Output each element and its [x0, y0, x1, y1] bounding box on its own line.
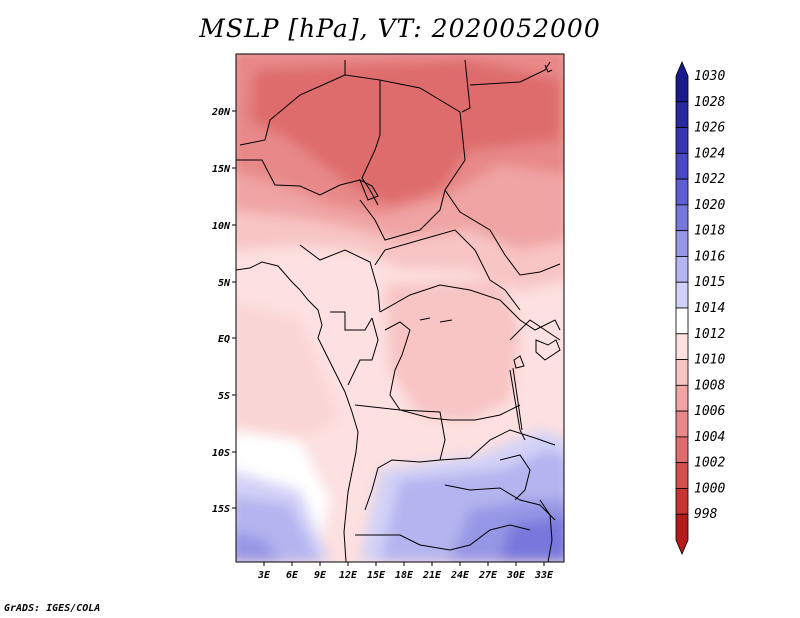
colorbar-swatch: [675, 333, 689, 360]
lat-label: 5N: [218, 278, 231, 289]
lon-label: 21E: [422, 570, 442, 581]
lat-label: 15N: [212, 164, 231, 175]
credit-label: GrADS: IGES/COLA: [4, 603, 101, 614]
lon-label: 3E: [257, 570, 271, 581]
lat-label: 10N: [212, 221, 231, 232]
lon-label: 24E: [450, 570, 470, 581]
colorbar-swatch: [675, 281, 689, 309]
colorbar-swatch: [675, 60, 689, 103]
colorbar-swatch: [675, 384, 689, 412]
colorbar: 1030 1028 1026 1024 1022 1020 1018 1016 1015 1014…: [675, 60, 725, 556]
lat-label: 15S: [212, 504, 230, 515]
colorbar-swatch: [675, 410, 689, 438]
colorbar-swatch: [675, 178, 689, 206]
lon-label: 33E: [534, 570, 554, 581]
lat-label: EQ: [218, 334, 230, 345]
lon-label: 9E: [314, 570, 327, 581]
colorbar-swatch: [675, 204, 689, 232]
colorbar-swatch: [675, 513, 689, 556]
colorbar-swatch: [675, 307, 689, 335]
lon-label: 6E: [286, 570, 299, 581]
colorbar-label: 1012: [694, 327, 725, 342]
colorbar-label: 1018: [694, 224, 725, 239]
map-title: MSLP [hPa], VT: 2020052000: [199, 14, 601, 43]
colorbar-label: 1028: [694, 95, 725, 110]
colorbar-label: 1026: [694, 121, 725, 136]
colorbar-swatch: [675, 256, 689, 283]
colorbar-label: 1000: [694, 481, 725, 496]
colorbar-label: 998: [694, 507, 718, 522]
lon-labels: 3E 6E 9E 12E 15E 18E 21E 24E 27E 30E 33E: [257, 570, 554, 581]
map-frame: [235, 53, 565, 563]
lon-label: 18E: [395, 570, 414, 581]
lat-labels: 20N 15N 10N 5N EQ 5S 10S 15S: [211, 107, 231, 515]
lon-label: 15E: [367, 570, 386, 581]
colorbar-label: 1008: [694, 378, 725, 393]
colorbar-label: 1024: [694, 146, 725, 161]
colorbar-swatch: [675, 436, 689, 464]
colorbar-label: 1006: [694, 404, 725, 419]
colorbar-swatch: [675, 101, 689, 128]
colorbar-swatch: [675, 359, 689, 386]
colorbar-label: 1002: [694, 456, 725, 471]
colorbar-label: 1004: [694, 430, 725, 445]
colorbar-label: 1016: [694, 249, 725, 264]
pressure-field: [236, 54, 564, 562]
colorbar-swatch: [675, 127, 689, 154]
lon-label: 30E: [506, 570, 526, 581]
colorbar-label: 1014: [694, 301, 725, 316]
colorbar-swatch: [675, 488, 689, 515]
colorbar-label: 1015: [694, 275, 725, 290]
colorbar-swatch: [675, 152, 689, 180]
colorbar-swatch: [675, 230, 689, 257]
lat-label: 5S: [218, 391, 230, 402]
lon-label: 27E: [478, 570, 498, 581]
colorbar-swatch: [675, 462, 689, 489]
lat-label: 20N: [211, 107, 231, 118]
colorbar-label: 1030: [694, 69, 725, 84]
lon-label: 12E: [339, 570, 358, 581]
colorbar-label: 1010: [694, 353, 725, 368]
coastlines-and-borders: [236, 59, 561, 562]
colorbar-label: 1020: [694, 198, 725, 213]
lat-label: 10S: [212, 448, 230, 459]
colorbar-label: 1022: [694, 172, 725, 187]
lon-ticks: [263, 562, 545, 566]
lat-ticks: [232, 110, 236, 509]
